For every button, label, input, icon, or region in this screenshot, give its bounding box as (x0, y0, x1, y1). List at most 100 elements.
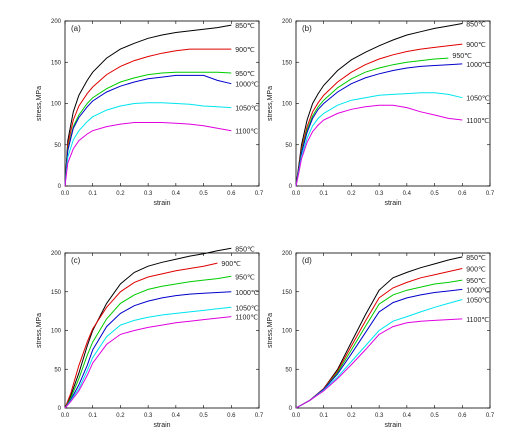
series-line-850 (295, 23, 463, 187)
series-label-950: 950℃ (235, 274, 255, 281)
series-line-1050 (64, 306, 232, 409)
series-label-850: 850℃ (466, 21, 486, 28)
plot-frame (295, 252, 491, 409)
series-label-1000: 1000℃ (466, 62, 490, 69)
series-line-1050 (64, 102, 232, 187)
y-tick-label: 150 (51, 60, 62, 66)
series-label-1050: 1050℃ (235, 106, 259, 113)
series-label-1100: 1100℃ (235, 315, 258, 322)
x-tick-label: 0.4 (172, 413, 181, 419)
series-label-950: 950℃ (466, 278, 486, 285)
y-tick-label: 150 (51, 290, 62, 296)
x-tick-label: 0.0 (61, 413, 70, 419)
series-label-900: 900℃ (221, 261, 241, 268)
plot-frame (295, 20, 491, 187)
x-tick-label: 0.7 (486, 413, 495, 419)
series-label-1000: 1000℃ (235, 290, 259, 297)
series-line-1000 (64, 74, 232, 187)
series-label-1100: 1100℃ (466, 317, 489, 324)
x-tick-label: 0.2 (116, 413, 125, 419)
series-line-950 (295, 279, 463, 409)
y-tick-label: 100 (282, 102, 293, 108)
panel-label: (d) (302, 256, 312, 265)
panel-d: 0.0 0.1 0.2 0.3 0.4 0.5 0.6 0.7 0 50 100 150 200 stra… (267, 251, 495, 429)
x-tick-label: 0.6 (227, 413, 236, 419)
x-tick-label: 0.7 (486, 191, 495, 197)
series-line-850 (64, 247, 232, 409)
series-line-1100 (295, 104, 463, 187)
panel-label: (a) (71, 24, 81, 33)
series-label-900: 900℃ (466, 42, 486, 49)
y-tick-label: 0 (58, 184, 62, 190)
series-line-900 (64, 262, 218, 409)
x-tick-label: 0.2 (347, 413, 356, 419)
series-label-1050: 1050℃ (235, 305, 259, 312)
x-axis-title: strain (153, 200, 170, 207)
x-tick-label: 0.5 (430, 191, 439, 197)
y-axis-title: stress,MPa (267, 313, 274, 348)
x-tick-label: 0.0 (292, 413, 301, 419)
series-label-850: 850℃ (235, 23, 255, 30)
y-tick-label: 50 (285, 143, 292, 149)
series-label-900: 900℃ (466, 267, 486, 274)
x-axis-title: strain (153, 422, 170, 429)
x-tick-label: 0.1 (89, 413, 98, 419)
series-line-1050 (295, 92, 463, 187)
y-tick-label: 0 (289, 406, 293, 412)
series-line-900 (295, 268, 463, 409)
series-label-1000: 1000℃ (235, 82, 259, 89)
y-tick-label: 50 (54, 143, 61, 149)
x-tick-label: 0.1 (89, 191, 98, 197)
series-line-950 (64, 71, 232, 187)
series-label-1050: 1050℃ (466, 96, 490, 103)
series-line-900 (64, 48, 232, 187)
y-tick-label: 0 (58, 406, 62, 412)
y-tick-label: 200 (282, 251, 293, 257)
series-label-950: 950℃ (452, 53, 472, 60)
x-tick-label: 0.6 (227, 191, 236, 197)
x-tick-label: 0.3 (144, 191, 153, 197)
x-axis-title: strain (384, 200, 401, 207)
y-tick-label: 100 (51, 102, 62, 108)
x-tick-label: 0.2 (347, 191, 356, 197)
series-label-1050: 1050℃ (466, 298, 490, 305)
x-tick-label: 0.3 (375, 413, 384, 419)
y-tick-label: 150 (282, 290, 293, 296)
y-tick-label: 50 (54, 367, 61, 373)
y-tick-label: 200 (51, 251, 62, 257)
series-label-950: 950℃ (235, 71, 255, 78)
x-tick-label: 0.3 (375, 191, 384, 197)
y-tick-label: 50 (285, 367, 292, 373)
x-axis-title: strain (384, 422, 401, 429)
series-label-1000: 1000℃ (466, 287, 490, 294)
panel-c: 0.0 0.1 0.2 0.3 0.4 0.5 0.6 0.7 0 50 100 150 200 stra… (36, 246, 264, 429)
y-axis-title: stress,MPa (36, 313, 43, 348)
x-tick-label: 0.2 (116, 191, 125, 197)
x-tick-label: 0.6 (458, 191, 467, 197)
series-label-850: 850℃ (466, 255, 486, 262)
series-line-1100 (295, 318, 463, 409)
y-tick-label: 0 (289, 184, 293, 190)
x-tick-label: 0.1 (320, 191, 329, 197)
x-tick-label: 0.4 (403, 191, 412, 197)
series-line-1100 (64, 122, 232, 187)
x-tick-label: 0.0 (61, 191, 70, 197)
x-tick-label: 0.3 (144, 413, 153, 419)
x-tick-label: 0.4 (172, 191, 181, 197)
y-tick-label: 150 (282, 60, 293, 66)
series-line-850 (64, 24, 232, 187)
x-tick-label: 0.5 (430, 413, 439, 419)
series-line-1100 (64, 316, 232, 409)
x-tick-label: 0.7 (255, 413, 264, 419)
y-axis-title: stress,MPa (36, 86, 43, 121)
x-tick-label: 0.0 (292, 191, 301, 197)
series-label-1100: 1100℃ (466, 118, 489, 125)
series-line-900 (295, 43, 463, 187)
series-label-900: 900℃ (235, 47, 255, 54)
series-line-950 (295, 57, 449, 187)
series-line-850 (295, 256, 463, 409)
series-line-1000 (64, 291, 232, 409)
series-line-950 (64, 275, 232, 409)
series-label-1100: 1100℃ (235, 129, 258, 136)
